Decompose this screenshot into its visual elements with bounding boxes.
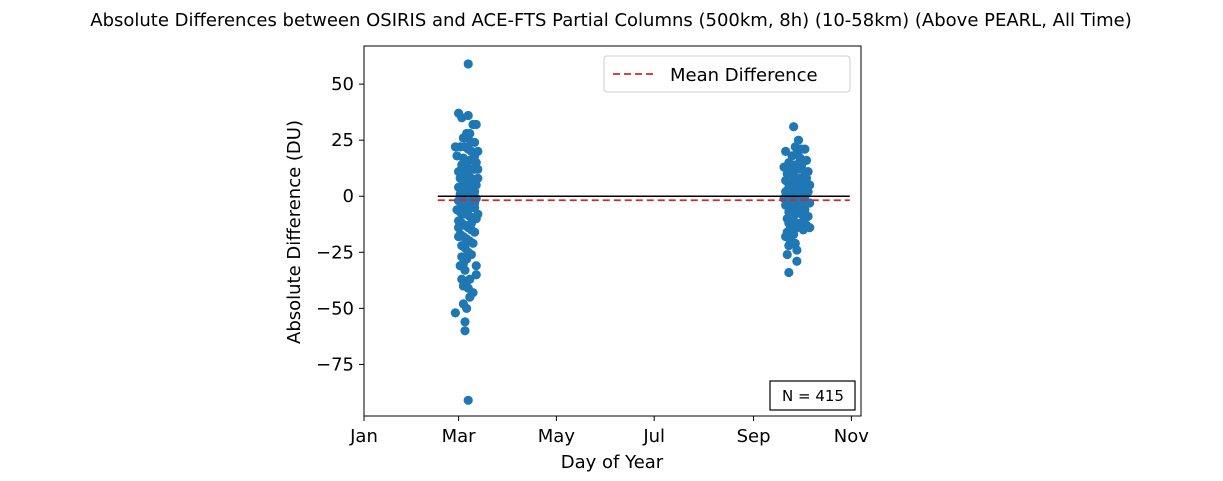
x-axis-ticks: Jan Mar May Jul Sep Nov [349,416,869,447]
data-point [463,395,473,405]
data-point [468,238,478,248]
data-point [463,110,473,121]
data-point [457,169,467,179]
data-point [473,209,483,219]
y-tick-label: −50 [316,298,354,319]
data-point [453,223,464,233]
annotation-box [769,380,856,411]
chart-title: Absolute Differences between OSIRIS and … [90,10,1132,31]
y-axis-ticks: 50 25 0 −25 −50 −75 [316,74,364,375]
legend-box [603,55,851,93]
data-point [800,214,810,224]
data-point [787,169,797,179]
data-point [795,200,805,210]
data-point [463,205,473,215]
data-point [463,59,473,69]
data-point [789,122,799,132]
data-point [450,308,460,318]
data-point [471,261,481,271]
data-point [782,249,792,260]
legend-entry-mean-difference: Mean Difference [670,65,818,86]
data-point [466,218,477,228]
data-point [460,265,470,275]
data-point [792,245,802,255]
data-point [800,144,810,154]
data-point [471,119,481,130]
sample-count-annotation: N = 415 [769,380,856,411]
data-point [792,256,802,266]
data-point [463,133,473,143]
data-point [789,182,799,192]
x-tick-label: Mar [442,426,477,447]
data-point [781,187,791,197]
data-point [471,270,481,280]
x-tick-label: Sep [737,426,771,447]
data-point [466,249,477,260]
data-point [457,240,467,251]
data-point [465,292,475,302]
data-point [460,326,470,336]
data-point [805,223,815,233]
y-tick-label: −25 [316,242,354,263]
legend: Mean Difference [603,55,851,93]
data-point [473,164,483,174]
data-point [460,317,470,327]
data-point [460,158,470,168]
annotation-text: N = 415 [782,387,844,405]
data-point [453,232,464,242]
x-axis-label: Day of Year [561,452,664,473]
data-point [803,187,813,197]
y-tick-label: 0 [343,186,354,207]
x-tick-label: Jul [642,426,665,447]
data-point [470,227,480,237]
y-tick-label: 50 [331,74,354,95]
y-tick-label: −75 [316,354,354,375]
data-point [784,218,794,228]
plot-area [363,45,862,417]
x-tick-label: Jan [349,426,378,447]
data-point [781,146,791,156]
data-point [465,274,475,284]
x-tick-label: Nov [834,426,869,447]
plot-frame [363,45,862,417]
y-tick-label: 25 [331,130,354,151]
y-axis-label: Absolute Difference (DU) [284,120,305,344]
data-point [450,142,460,152]
scatter-points [450,59,815,405]
data-point [784,267,794,278]
x-tick-label: May [538,426,576,447]
data-point [466,173,477,183]
data-point [784,240,794,251]
data-point [470,137,480,148]
data-point [462,303,472,313]
data-point [470,151,480,161]
